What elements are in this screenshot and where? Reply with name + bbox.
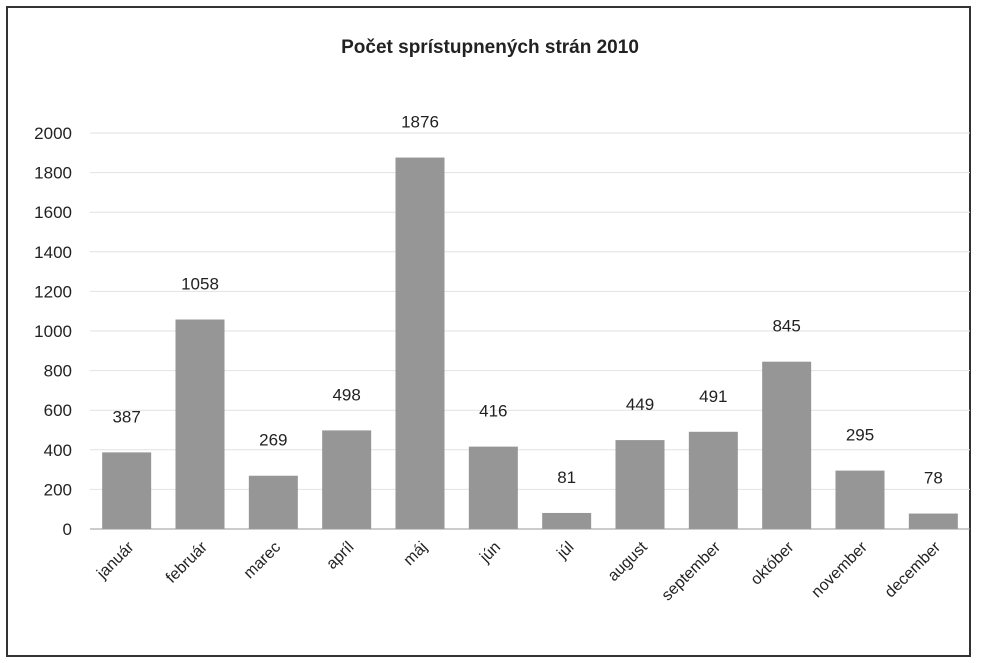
data-label: 387	[112, 407, 140, 426]
x-category-label: jún	[476, 539, 504, 567]
x-category-label: marec	[241, 539, 284, 582]
gridlines	[90, 132, 970, 490]
x-axis-categories: január február marec apríl máj jún júl august se…	[93, 538, 944, 604]
chart-title: Počet sprístupnených strán 2010	[341, 37, 639, 58]
x-category-label: september	[659, 538, 725, 604]
bar-september	[688, 431, 738, 529]
data-label: 416	[479, 402, 507, 421]
y-tick-label: 2000	[34, 124, 72, 143]
y-tick-label: 1400	[34, 243, 72, 262]
bar-január	[102, 452, 152, 529]
bar-február	[175, 319, 225, 529]
data-labels: 387 1058 269 498 1876 416 81 449 491 845 295 78	[112, 113, 942, 488]
data-label: 498	[332, 385, 360, 404]
bar-november	[835, 470, 885, 529]
y-tick-label: 800	[44, 362, 72, 381]
data-label: 78	[924, 469, 943, 488]
bar-jún	[468, 446, 518, 529]
x-category-label: január	[93, 538, 138, 583]
y-tick-label: 0	[63, 520, 72, 539]
data-label: 269	[259, 431, 287, 450]
x-category-label: august	[605, 538, 651, 584]
y-tick-label: 400	[44, 441, 72, 460]
y-tick-label: 600	[44, 401, 72, 420]
x-category-label: február	[163, 538, 211, 586]
bar-júl	[542, 512, 592, 529]
x-category-label: október	[748, 538, 798, 588]
y-tick-label: 1000	[34, 322, 72, 341]
x-category-label: júl	[553, 539, 577, 563]
bar-máj	[395, 157, 445, 529]
data-label: 81	[557, 468, 576, 487]
bar-december	[908, 513, 958, 529]
data-label: 1058	[181, 275, 219, 294]
data-label: 1876	[401, 113, 439, 132]
x-category-label: apríl	[323, 539, 357, 573]
y-tick-label: 1800	[34, 164, 72, 183]
y-tick-label: 200	[44, 480, 72, 499]
data-label: 449	[626, 395, 654, 414]
bars	[102, 157, 958, 529]
bar-marec	[248, 475, 298, 529]
y-tick-label: 1600	[34, 203, 72, 222]
x-category-label: december	[882, 538, 945, 601]
data-label: 845	[772, 317, 800, 336]
bar-august	[615, 440, 665, 529]
x-category-label: november	[808, 538, 871, 601]
data-label: 491	[699, 387, 727, 406]
y-axis-ticks: 0 200 400 600 800 1000 1200 1400 1600 1800 2000	[34, 124, 72, 539]
data-label: 295	[846, 426, 874, 445]
y-tick-label: 1200	[34, 282, 72, 301]
bar-október	[762, 361, 812, 529]
x-category-label: máj	[401, 539, 431, 569]
bar-apríl	[322, 430, 372, 529]
